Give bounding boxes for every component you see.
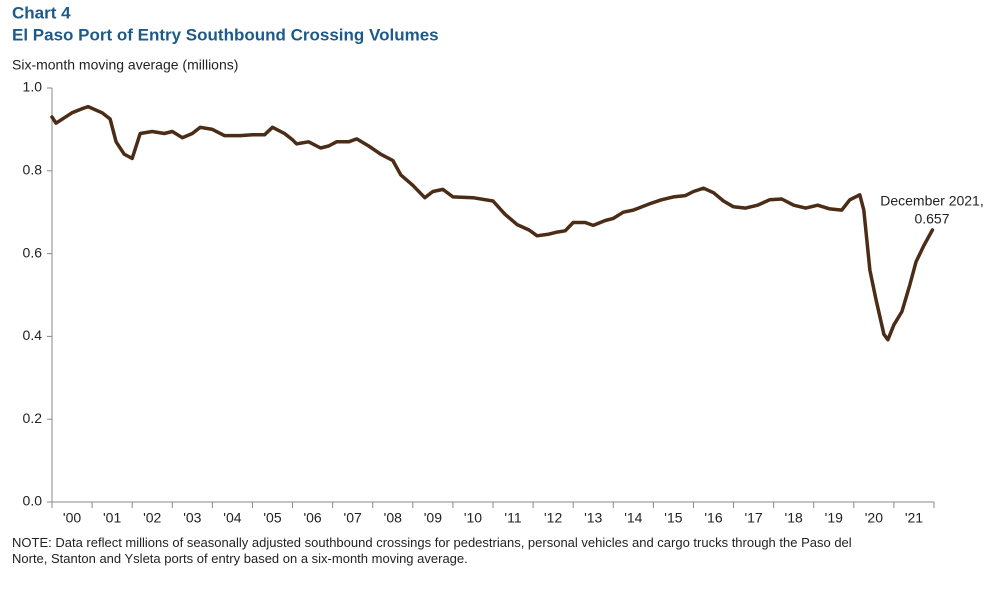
annotation: 0.657	[914, 211, 949, 227]
x-tick-label: '18	[785, 510, 803, 526]
x-tick-label: '11	[504, 510, 521, 526]
x-tick-label: '13	[584, 510, 602, 526]
x-tick-label: '21	[905, 510, 923, 526]
annotation: December 2021,	[880, 193, 984, 209]
y-axis-label: Six-month moving average (millions)	[12, 57, 238, 73]
x-tick-label: '19	[825, 510, 843, 526]
y-tick-label: 0.8	[23, 162, 43, 178]
x-tick-label: '05	[263, 510, 281, 526]
chart-subtitle: El Paso Port of Entry Southbound Crossin…	[12, 25, 439, 44]
x-tick-label: '06	[303, 510, 321, 526]
x-tick-label: '01	[103, 510, 121, 526]
x-tick-label: '02	[143, 510, 161, 526]
y-tick-label: 0.2	[23, 410, 43, 426]
x-tick-label: '10	[464, 510, 482, 526]
x-tick-label: '00	[63, 510, 81, 526]
x-tick-label: '12	[544, 510, 562, 526]
note-line: Norte, Stanton and Ysleta ports of entry…	[12, 551, 468, 566]
x-tick-label: '08	[384, 510, 402, 526]
x-tick-label: '03	[183, 510, 201, 526]
x-tick-label: '04	[223, 510, 241, 526]
x-tick-label: '20	[865, 510, 883, 526]
x-tick-label: '15	[664, 510, 682, 526]
x-tick-label: '09	[424, 510, 442, 526]
y-tick-label: 0.6	[23, 244, 43, 260]
note-line: NOTE: Data reflect millions of seasonall…	[12, 535, 852, 550]
data-line	[50, 104, 935, 342]
x-tick-label: '14	[624, 510, 642, 526]
y-tick-label: 0.0	[23, 493, 43, 509]
x-tick-label: '07	[344, 510, 362, 526]
note: NOTE: Data reflect millions of seasonall…	[12, 535, 992, 567]
x-tick-label: '17	[744, 510, 762, 526]
chart: Chart 4 El Paso Port of Entry Southbound…	[12, 3, 984, 526]
x-tick-label: '16	[704, 510, 722, 526]
chart-title: Chart 4	[12, 3, 71, 22]
y-tick-label: 0.4	[23, 327, 43, 343]
y-tick-label: 1.0	[23, 79, 43, 95]
